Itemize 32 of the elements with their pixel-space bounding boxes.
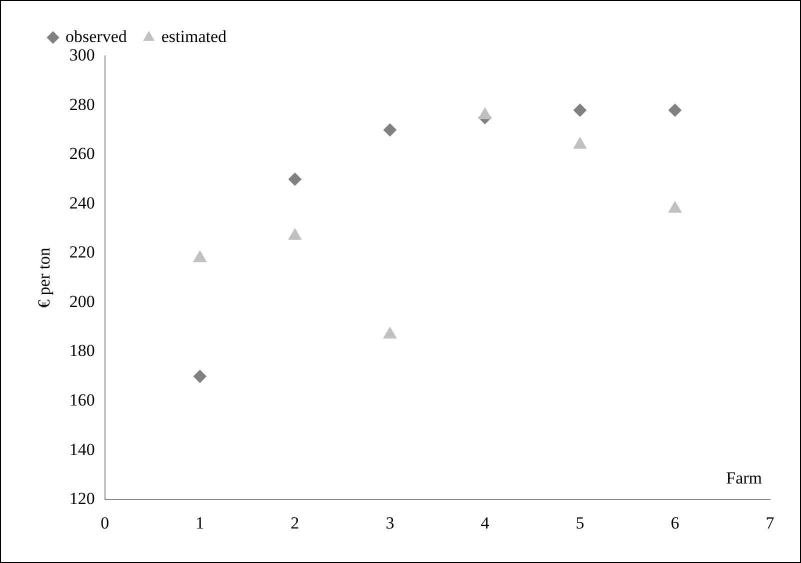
y-tick-label: 220	[69, 242, 95, 262]
point	[193, 250, 206, 262]
x-tick-label: 7	[766, 513, 775, 532]
point	[573, 104, 586, 117]
point	[383, 326, 397, 338]
y-axis-title: € per ton	[34, 247, 54, 308]
x-tick-label: 5	[576, 513, 584, 532]
y-tick-label: 200	[69, 292, 95, 311]
point	[668, 201, 682, 213]
legend-label: estimated	[161, 26, 228, 46]
x-tick-label: 2	[290, 513, 300, 532]
point	[573, 137, 587, 149]
point	[288, 172, 302, 186]
x-tick-label: 0	[100, 513, 110, 532]
y-tick-label: 120	[69, 489, 95, 508]
x-tick-label: 6	[670, 513, 680, 532]
y-tick-label: 280	[69, 94, 95, 114]
point	[383, 123, 396, 136]
y-tick-label: 180	[69, 341, 95, 360]
x-axis-title: Farm	[726, 468, 762, 488]
legend-label: observed	[66, 26, 128, 46]
x-tick-label: 3	[386, 513, 394, 532]
y-tick-label: 300	[69, 45, 95, 64]
y-tick-label: 260	[69, 144, 95, 164]
x-tick-label: 1	[196, 513, 204, 532]
y-tick-label: 160	[69, 390, 95, 410]
point	[668, 104, 682, 117]
y-tick-label: 240	[69, 193, 95, 212]
point	[288, 228, 302, 240]
x-tick-label: 4	[480, 513, 490, 532]
point	[478, 108, 492, 120]
y-tick-label: 140	[69, 440, 95, 459]
